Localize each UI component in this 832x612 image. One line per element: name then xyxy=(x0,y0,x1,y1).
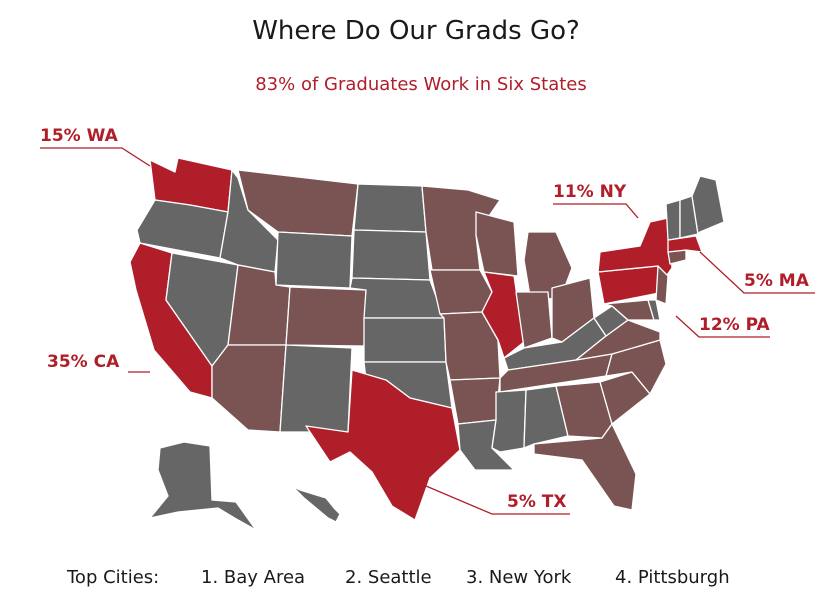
callout-ma: 5% MA xyxy=(744,271,809,291)
leader-ny xyxy=(553,203,639,219)
state-wy xyxy=(275,231,353,289)
leader-wa xyxy=(40,147,151,167)
state-md xyxy=(603,299,655,321)
state-wi xyxy=(475,211,519,277)
leader-pa xyxy=(675,315,770,338)
callout-ca: 35% CA xyxy=(47,352,120,372)
state-ny xyxy=(597,217,673,283)
state-al xyxy=(523,385,569,449)
city-new-york: 3. New York xyxy=(466,567,572,588)
state-de xyxy=(647,299,661,321)
city-seattle: 2. Seattle xyxy=(345,567,432,588)
state-mn xyxy=(421,185,501,271)
state-pa xyxy=(597,265,665,305)
state-ks xyxy=(363,317,447,363)
state-ms xyxy=(491,389,527,453)
city-bay-area: 1. Bay Area xyxy=(201,567,306,588)
state-fl xyxy=(533,423,637,511)
callout-wa: 15% WA xyxy=(40,126,118,146)
state-nm xyxy=(279,344,353,433)
top-cities-label: Top Cities: xyxy=(67,567,160,588)
state-vt xyxy=(665,199,681,241)
city-pittsburgh: 4. Pittsburgh xyxy=(615,567,730,588)
state-ia xyxy=(429,269,493,315)
chart-subtitle: 83% of Graduates Work in Six States xyxy=(255,74,587,95)
callout-tx: 5% TX xyxy=(507,492,567,512)
state-nj xyxy=(655,265,669,305)
leader-ma xyxy=(699,251,815,294)
state-ak xyxy=(149,441,257,531)
chart-title: Where Do Our Grads Go? xyxy=(252,16,580,46)
state-az xyxy=(211,344,287,433)
state-nd xyxy=(353,183,427,233)
state-tx xyxy=(305,369,461,521)
state-il xyxy=(481,271,525,359)
callout-ny: 11% NY xyxy=(553,182,627,202)
state-hi xyxy=(291,485,341,523)
state-ar xyxy=(449,377,501,425)
callout-pa: 12% PA xyxy=(699,315,770,335)
state-co xyxy=(285,286,367,347)
state-me xyxy=(691,175,725,235)
state-ma xyxy=(667,235,703,253)
state-sd xyxy=(351,229,431,281)
leader-tx xyxy=(425,485,570,515)
